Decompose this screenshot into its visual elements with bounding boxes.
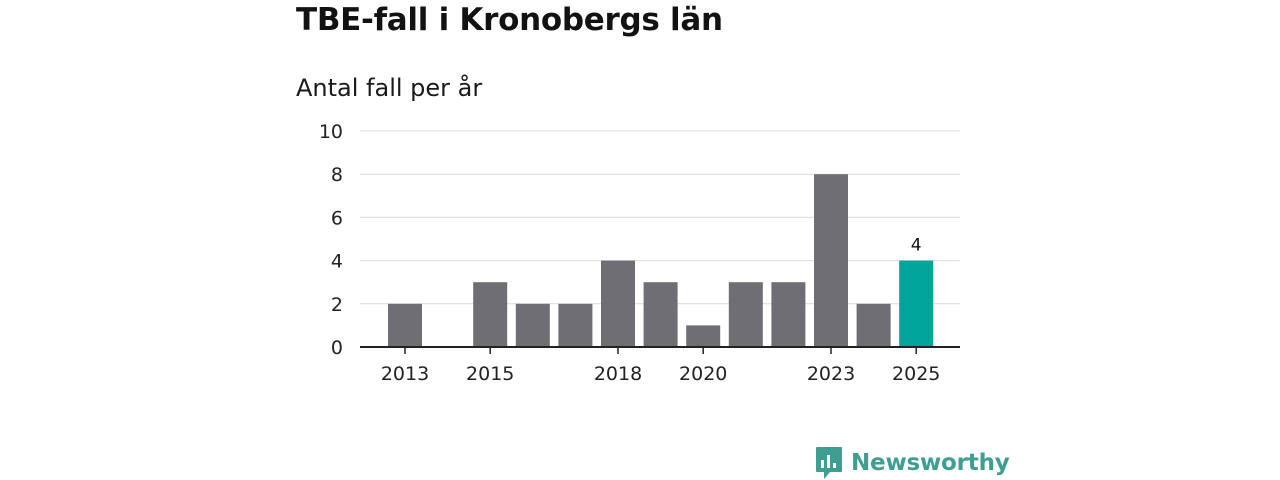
y-tick-label: 8 bbox=[331, 164, 343, 186]
x-tick-label: 2025 bbox=[892, 363, 940, 385]
gridlines bbox=[360, 130, 960, 305]
brand-name: Newsworthy bbox=[851, 450, 1010, 476]
bar-chart: 0 2 4 6 8 10 4 2013 2015 2018 2020 2023 2025 bbox=[319, 121, 960, 385]
bar-2017 bbox=[558, 303, 593, 347]
x-tick-label: 2013 bbox=[381, 363, 429, 385]
data-labels: 4 bbox=[911, 236, 922, 256]
data-label-2025: 4 bbox=[911, 236, 922, 256]
bar-chart-speech-bubble-icon bbox=[816, 447, 842, 479]
bar-2021 bbox=[728, 282, 763, 347]
bar-2018 bbox=[601, 260, 635, 347]
bar-2025 bbox=[899, 260, 934, 347]
bar-2013 bbox=[388, 303, 422, 347]
x-tick-label: 2023 bbox=[807, 363, 855, 385]
chart-subtitle: Antal fall per år bbox=[296, 74, 483, 102]
bar-2019 bbox=[643, 282, 678, 347]
bar-2016 bbox=[515, 303, 550, 347]
y-axis-ticks: 0 2 4 6 8 10 bbox=[319, 121, 343, 359]
y-tick-label: 0 bbox=[331, 337, 343, 359]
x-tick-label: 2018 bbox=[594, 363, 642, 385]
bars bbox=[388, 174, 934, 347]
y-tick-label: 4 bbox=[331, 251, 343, 273]
bar-2023 bbox=[814, 174, 848, 347]
x-tick-label: 2015 bbox=[466, 363, 514, 385]
bar-2020 bbox=[686, 325, 721, 347]
bar-2022 bbox=[771, 282, 806, 347]
newsworthy-logo: Newsworthy bbox=[815, 446, 1010, 480]
x-axis-ticks: 2013 2015 2018 2020 2023 2025 bbox=[360, 346, 960, 385]
bar-2024 bbox=[856, 303, 891, 347]
chart-title: TBE-fall i Kronobergs län bbox=[296, 2, 723, 38]
x-tick-label: 2020 bbox=[679, 363, 727, 385]
bar-2015 bbox=[473, 282, 508, 347]
y-tick-label: 10 bbox=[319, 121, 343, 143]
y-tick-label: 6 bbox=[331, 207, 343, 229]
y-tick-label: 2 bbox=[331, 294, 343, 316]
